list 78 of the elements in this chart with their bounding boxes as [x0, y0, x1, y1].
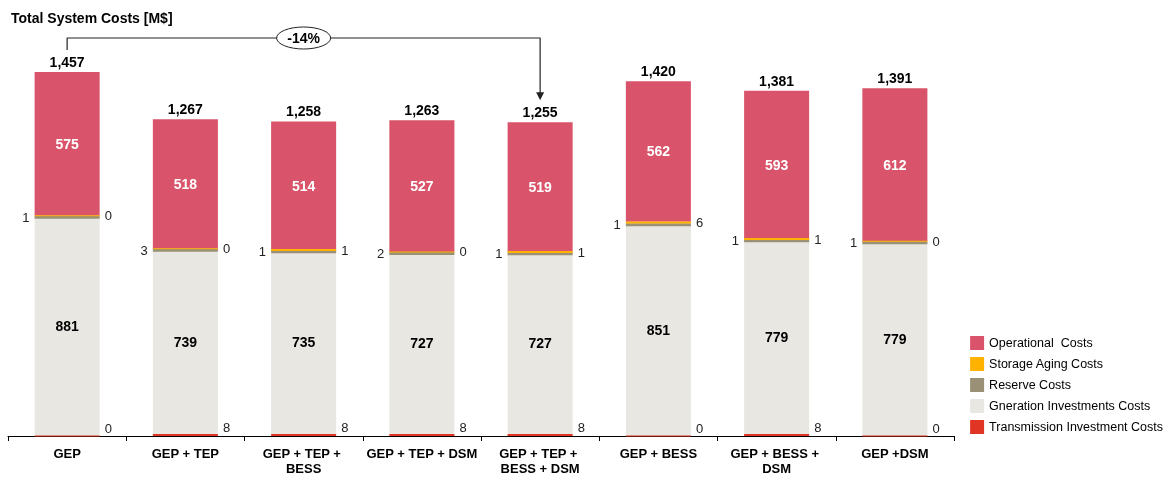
total-label: 1,267 — [167, 101, 204, 118]
data-label: 519 — [528, 179, 553, 196]
legend-label: Operational Costs — [989, 336, 1093, 350]
bar — [507, 252, 573, 434]
x-tick-label: GEP + TEP + BESS + DSM — [499, 446, 582, 476]
data-label: 6 — [695, 214, 704, 230]
bar — [389, 120, 455, 252]
data-label: 727 — [528, 335, 553, 352]
x-tick-label: GEP +DSM — [861, 446, 929, 461]
data-label: 8 — [814, 419, 822, 435]
total-label: 1,457 — [49, 54, 85, 70]
data-label: 1 — [22, 209, 30, 225]
bar — [862, 241, 928, 436]
bar — [862, 88, 928, 242]
legend-label: Reserve Costs — [989, 378, 1072, 392]
bar — [744, 239, 810, 434]
data-label: 851 — [646, 321, 671, 338]
data-label: 1 — [577, 244, 585, 260]
data-label: 1 — [731, 233, 740, 249]
data-label: 1 — [258, 244, 267, 260]
data-label: 8 — [222, 419, 231, 435]
total-label: 1,258 — [286, 103, 322, 120]
bar — [625, 223, 691, 436]
bar — [271, 250, 337, 434]
data-label: 0 — [104, 208, 112, 224]
legend-label: Gneration Investments Costs — [989, 399, 1151, 413]
bar — [271, 121, 337, 250]
data-label: 612 — [883, 156, 907, 173]
total-label: 1,263 — [404, 102, 440, 119]
data-label: 575 — [55, 135, 80, 152]
data-label: 0 — [104, 420, 112, 436]
data-label: 779 — [764, 328, 789, 345]
data-label: 1 — [613, 217, 621, 233]
data-label: 0 — [932, 233, 940, 249]
data-label: 518 — [173, 175, 198, 192]
data-label: 1 — [814, 231, 822, 247]
x-tick-label: GEP + BESS + DSM — [730, 446, 823, 476]
data-label: 727 — [410, 335, 434, 352]
data-label: 8 — [341, 419, 349, 435]
data-label: 1 — [495, 246, 503, 262]
data-label: 514 — [291, 177, 316, 194]
x-tick-label: GEP + TEP + BESS — [262, 446, 345, 476]
data-label: 1 — [850, 235, 858, 251]
total-label: 1,391 — [877, 70, 913, 87]
total-label: 1,420 — [640, 63, 677, 80]
bar — [34, 72, 100, 216]
data-label: 0 — [932, 420, 940, 436]
bar — [152, 119, 218, 249]
x-tick-label: GEP + TEP + DSM — [366, 446, 478, 461]
data-label: 881 — [55, 317, 80, 334]
data-label: 593 — [764, 156, 789, 173]
legend-label: Storage Aging Costs — [989, 357, 1104, 371]
data-label: 1 — [341, 242, 349, 258]
bar — [152, 249, 218, 434]
bar — [389, 252, 455, 434]
bar — [625, 81, 691, 222]
data-label: 0 — [695, 420, 704, 436]
data-label: 779 — [883, 330, 907, 347]
total-label: 1,381 — [759, 72, 795, 89]
chart-title: Total System Costs [M$] — [11, 10, 173, 26]
text: -14% — [287, 30, 321, 46]
data-label: 3 — [140, 242, 148, 258]
x-tick-label: GEP + BESS — [619, 446, 698, 461]
legend-label: Transmission Investment Costs — [989, 420, 1164, 434]
data-label: 8 — [577, 419, 585, 435]
bar — [744, 90, 810, 239]
data-label: 735 — [291, 334, 316, 351]
total-label: 1,255 — [522, 104, 558, 121]
data-label: 527 — [410, 178, 434, 195]
bar — [507, 122, 573, 252]
data-label: 0 — [459, 244, 467, 260]
data-label: 739 — [173, 333, 198, 350]
data-label: 8 — [459, 419, 467, 435]
x-tick-label: GEP — [53, 446, 82, 461]
x-tick-label: GEP + TEP — [151, 446, 220, 461]
data-label: 0 — [222, 241, 231, 257]
data-label: 2 — [377, 245, 385, 261]
data-label: 562 — [646, 143, 671, 160]
